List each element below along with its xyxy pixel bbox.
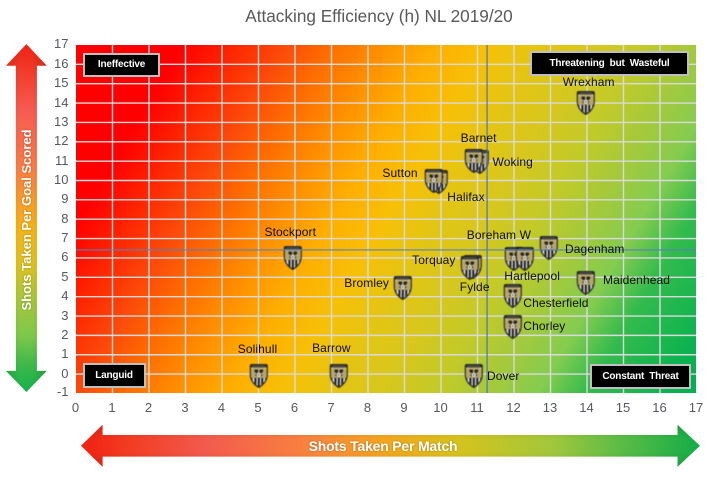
svg-text:Shots Taken Per Match: Shots Taken Per Match [309, 438, 458, 454]
svg-text:Shots Taken Per Goal Scored: Shots Taken Per Goal Scored [19, 129, 34, 310]
